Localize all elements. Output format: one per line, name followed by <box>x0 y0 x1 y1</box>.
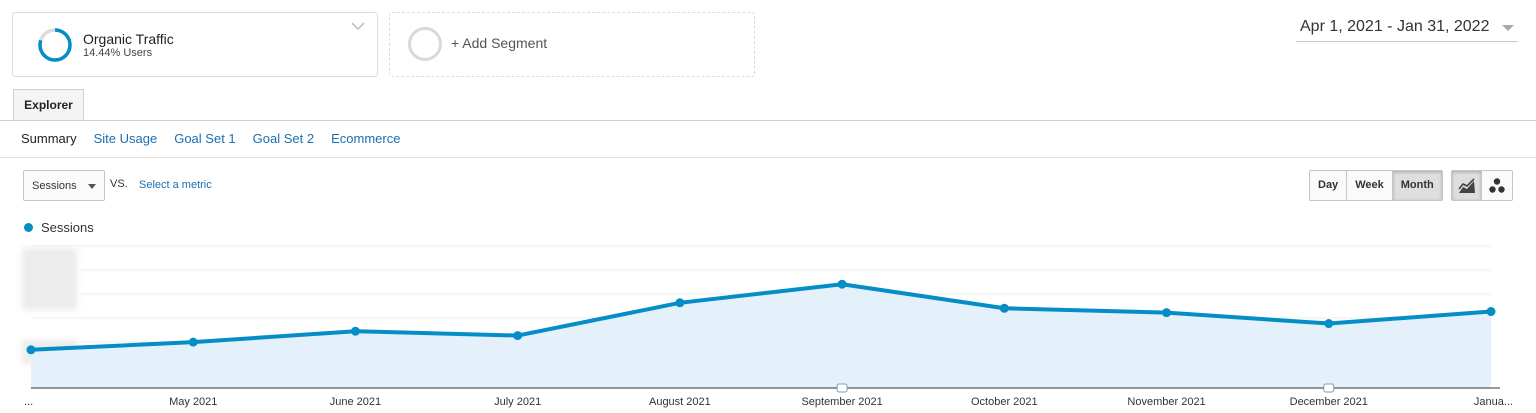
x-tick-label: November 2021 <box>1127 396 1205 408</box>
sessions-chart: ... May 2021 June 2021 July 2021 August 2021… <box>24 245 1513 408</box>
vs-label: VS. <box>110 178 128 190</box>
subtab-ecommerce[interactable]: Ecommerce <box>331 131 401 146</box>
data-point[interactable] <box>350 326 360 336</box>
x-tick-label: August 2021 <box>649 396 711 408</box>
chevron-down-icon[interactable] <box>351 21 365 31</box>
metric-dropdown-value: Sessions <box>32 180 77 192</box>
metric-dropdown[interactable]: Sessions <box>23 170 105 201</box>
x-tick-label: October 2021 <box>971 396 1038 408</box>
subtab-goal-set-2[interactable]: Goal Set 2 <box>252 131 315 146</box>
x-tick-label: Janua... <box>1474 396 1513 408</box>
motion-chart-button[interactable] <box>1482 171 1512 200</box>
sessions-line <box>30 282 1492 352</box>
add-segment-label: + Add Segment <box>451 35 548 51</box>
annotation-marker-icon[interactable] <box>1323 383 1335 393</box>
data-point[interactable] <box>26 345 36 355</box>
legend-label: Sessions <box>41 220 94 235</box>
x-tick-label: July 2021 <box>494 396 541 408</box>
date-range-text: Apr 1, 2021 - Jan 31, 2022 <box>1300 18 1490 35</box>
data-point[interactable] <box>999 303 1009 313</box>
period-month-button[interactable]: Month <box>1392 171 1442 200</box>
segment-ring-icon <box>38 28 72 62</box>
x-tick-label: ... <box>24 396 33 408</box>
segment-subtitle: 14.44% Users <box>83 47 153 59</box>
chart-type-toggle <box>1451 170 1513 201</box>
x-tick-label: May 2021 <box>169 396 217 408</box>
data-point[interactable] <box>1162 308 1172 318</box>
data-point[interactable] <box>188 337 198 347</box>
chart-legend: Sessions <box>24 220 94 235</box>
segment-name: Organic Traffic <box>83 31 174 47</box>
subtab-summary[interactable]: Summary <box>21 131 77 146</box>
subtab-bar: Summary Site Usage Goal Set 1 Goal Set 2… <box>21 131 400 146</box>
caret-down-icon <box>88 184 96 189</box>
x-tick-label: September 2021 <box>801 396 882 408</box>
data-point[interactable] <box>513 331 523 341</box>
data-point[interactable] <box>837 279 847 289</box>
tab-divider <box>0 120 1536 121</box>
line-chart-icon <box>1458 178 1475 193</box>
caret-down-icon <box>1502 25 1514 31</box>
subtab-goal-set-1[interactable]: Goal Set 1 <box>174 131 236 146</box>
data-point[interactable] <box>1324 319 1334 329</box>
period-toggle: Day Week Month <box>1309 170 1443 201</box>
x-tick-label: December 2021 <box>1290 396 1368 408</box>
segment-card-organic-traffic[interactable]: Organic Traffic 14.44% Users <box>12 12 378 77</box>
x-tick-label: June 2021 <box>330 396 381 408</box>
subtab-site-usage[interactable]: Site Usage <box>93 131 158 146</box>
tab-explorer[interactable]: Explorer <box>13 89 84 121</box>
data-point[interactable] <box>675 298 685 308</box>
bubble-chart-icon <box>1489 178 1505 193</box>
subtab-divider <box>0 157 1536 158</box>
period-week-button[interactable]: Week <box>1347 171 1393 200</box>
add-segment-button[interactable]: + Add Segment <box>389 12 755 77</box>
data-point[interactable] <box>1486 307 1496 317</box>
annotation-marker-icon[interactable] <box>836 383 848 393</box>
legend-dot <box>24 223 33 232</box>
date-range-picker[interactable]: Apr 1, 2021 - Jan 31, 2022 <box>1296 16 1518 42</box>
period-day-button[interactable]: Day <box>1310 171 1348 200</box>
empty-segment-ring-icon <box>408 27 442 61</box>
sessions-area <box>31 284 1491 388</box>
select-metric-link[interactable]: Select a metric <box>139 179 212 191</box>
line-chart-button[interactable] <box>1452 171 1482 200</box>
y-axis-label-blurred <box>22 248 77 310</box>
